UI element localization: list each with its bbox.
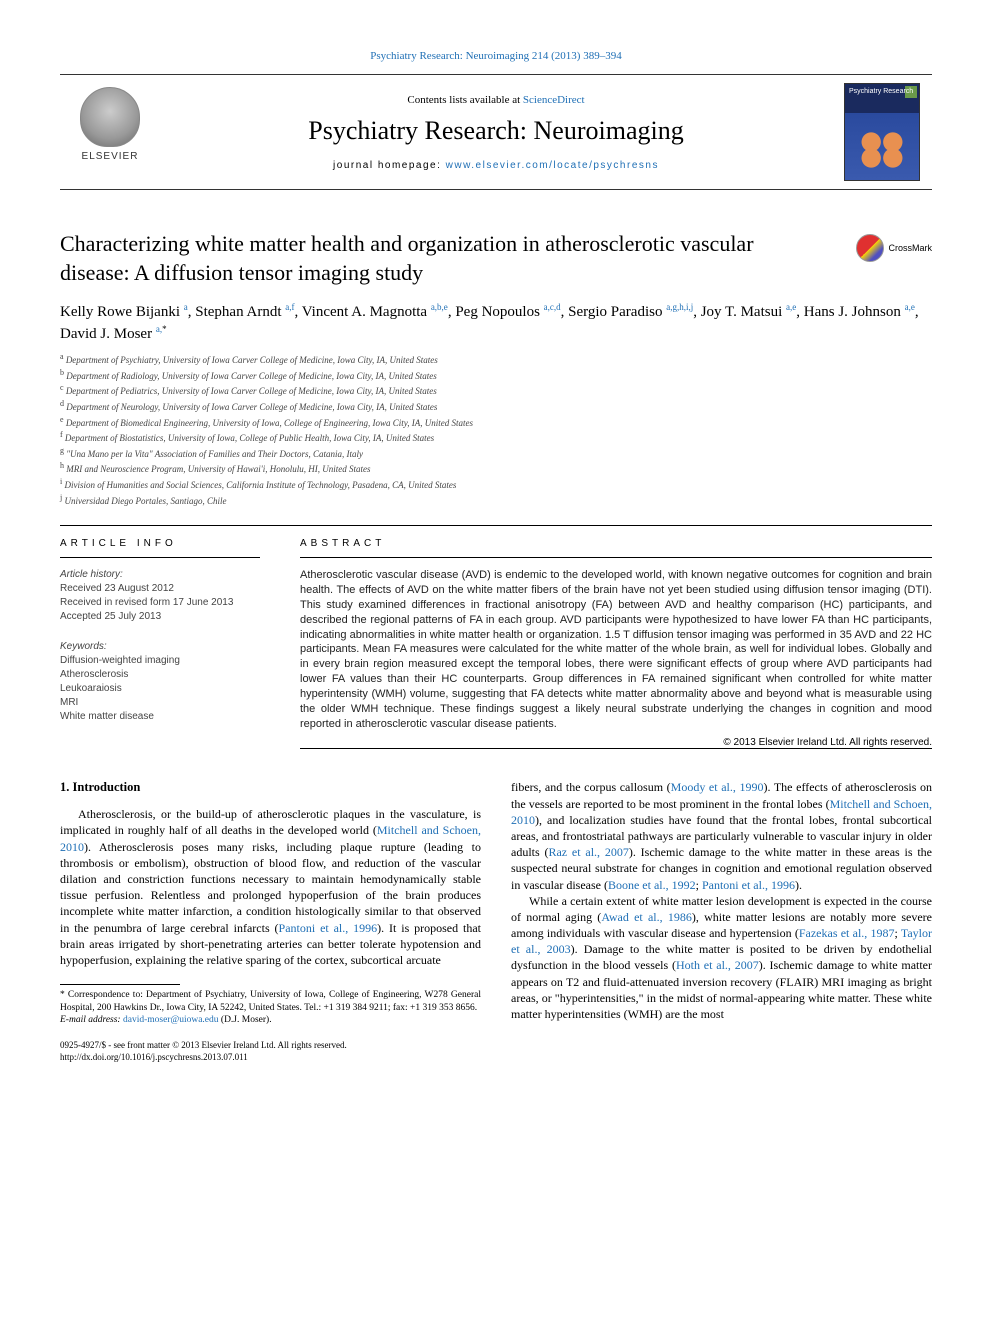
top-citation: Psychiatry Research: Neuroimaging 214 (2…	[60, 50, 932, 62]
citation-link[interactable]: Pantoni et al., 1996	[702, 878, 795, 892]
affil-sup[interactable]: a	[184, 302, 188, 312]
info-label: article info	[60, 526, 260, 558]
article-info: article info Article history: Received 2…	[60, 526, 260, 749]
publisher-logo-container: ELSEVIER	[60, 87, 160, 177]
affiliation: e Department of Biomedical Engineering, …	[60, 414, 932, 430]
elsevier-tree-icon	[80, 87, 140, 147]
header-center: Contents lists available at ScienceDirec…	[160, 94, 832, 171]
citation-link[interactable]: Psychiatry Research: Neuroimaging 214 (2…	[370, 50, 621, 62]
affiliation: d Department of Neurology, University of…	[60, 398, 932, 414]
author: Hans J. Johnson	[804, 304, 901, 320]
keyword: Diffusion-weighted imaging	[60, 654, 260, 668]
info-abstract-row: article info Article history: Received 2…	[60, 526, 932, 749]
elsevier-text: ELSEVIER	[82, 151, 139, 162]
contents-line: Contents lists available at ScienceDirec…	[160, 94, 832, 106]
journal-header: ELSEVIER Contents lists available at Sci…	[60, 74, 932, 190]
abstract-copyright: © 2013 Elsevier Ireland Ltd. All rights …	[300, 737, 932, 748]
author: Kelly Rowe Bijanki	[60, 304, 180, 320]
affiliation: j Universidad Diego Portales, Santiago, …	[60, 492, 932, 508]
correspondence-footnote: * Correspondence to: Department of Psych…	[60, 989, 481, 1026]
citation-link[interactable]: Fazekas et al., 1987	[799, 926, 895, 940]
affiliation: f Department of Biostatistics, Universit…	[60, 429, 932, 445]
journal-cover-container: Psychiatry Research	[832, 83, 932, 181]
affil-sup[interactable]: a,g,h,i,j	[666, 302, 693, 312]
citation-link[interactable]: Boone et al., 1992	[608, 878, 696, 892]
homepage-link[interactable]: www.elsevier.com/locate/psychresns	[446, 160, 659, 171]
citation-link[interactable]: Raz et al., 2007	[548, 845, 628, 859]
keyword: White matter disease	[60, 710, 260, 724]
cover-title: Psychiatry Research	[849, 88, 913, 95]
author: Stephan Arndt	[195, 304, 281, 320]
divider	[300, 748, 932, 749]
article-title: Characterizing white matter health and o…	[60, 230, 932, 287]
section-heading: 1. Introduction	[60, 779, 481, 796]
author: Joy T. Matsui	[701, 304, 783, 320]
affil-sup[interactable]: a,f	[285, 302, 294, 312]
affiliation: g "Una Mano per la Vita" Association of …	[60, 445, 932, 461]
citation-link[interactable]: Hoth et al., 2007	[676, 958, 759, 972]
keywords-label: Keywords:	[60, 640, 260, 654]
author: Sergio Paradiso	[568, 304, 662, 320]
authors-list: Kelly Rowe Bijanki a, Stephan Arndt a,f,…	[60, 301, 932, 345]
affiliation: c Department of Pediatrics, University o…	[60, 382, 932, 398]
accepted-date: Accepted 25 July 2013	[60, 610, 260, 624]
corresp-star[interactable]: *	[162, 324, 167, 334]
left-column: 1. Introduction Atherosclerosis, or the …	[60, 779, 481, 1063]
homepage-prefix: journal homepage:	[333, 160, 446, 171]
paragraph: fibers, and the corpus callosum (Moody e…	[511, 779, 932, 892]
affiliation: i Division of Humanities and Social Scie…	[60, 476, 932, 492]
email-suffix: (D.J. Moser).	[219, 1015, 272, 1025]
keyword: Atherosclerosis	[60, 668, 260, 682]
affil-sup[interactable]: a,b,e	[431, 302, 448, 312]
email-label: E-mail address:	[60, 1015, 123, 1025]
citation-link[interactable]: Moody et al., 1990	[671, 780, 764, 794]
affiliation: h MRI and Neuroscience Program, Universi…	[60, 460, 932, 476]
keyword: Leukoaraiosis	[60, 682, 260, 696]
revised-date: Received in revised form 17 June 2013	[60, 596, 260, 610]
author: Peg Nopoulos	[455, 304, 540, 320]
citation-link[interactable]: Pantoni et al., 1996	[279, 921, 378, 935]
paragraph: Atherosclerosis, or the build-up of athe…	[60, 806, 481, 968]
history-label: Article history:	[60, 568, 260, 582]
contents-prefix: Contents lists available at	[407, 94, 522, 106]
abstract-label: abstract	[300, 526, 932, 558]
right-column: fibers, and the corpus callosum (Moody e…	[511, 779, 932, 1063]
affiliation: b Department of Radiology, University of…	[60, 367, 932, 383]
elsevier-logo[interactable]: ELSEVIER	[70, 87, 150, 177]
received-date: Received 23 August 2012	[60, 582, 260, 596]
journal-cover-icon[interactable]: Psychiatry Research	[844, 83, 920, 181]
journal-name: Psychiatry Research: Neuroimaging	[160, 116, 832, 146]
issn-line: 0925-4927/$ - see front matter © 2013 El…	[60, 1040, 481, 1052]
affiliation: a Department of Psychiatry, University o…	[60, 351, 932, 367]
footer-meta: 0925-4927/$ - see front matter © 2013 El…	[60, 1040, 481, 1063]
title-block: CrossMark Characterizing white matter he…	[60, 230, 932, 507]
citation-link[interactable]: Awad et al., 1986	[601, 910, 692, 924]
email-link[interactable]: david-moser@uiowa.edu	[123, 1015, 219, 1025]
crossmark-text: CrossMark	[888, 243, 932, 253]
abstract-text: Atherosclerotic vascular disease (AVD) i…	[300, 558, 932, 731]
crossmark-icon	[856, 234, 884, 262]
sciencedirect-link[interactable]: ScienceDirect	[523, 94, 585, 106]
footnote-divider	[60, 984, 180, 985]
homepage-line: journal homepage: www.elsevier.com/locat…	[160, 160, 832, 171]
affil-sup[interactable]: a,c,d	[544, 302, 561, 312]
affil-sup[interactable]: a,e	[786, 302, 796, 312]
affil-sup[interactable]: a,e	[905, 302, 915, 312]
body-columns: 1. Introduction Atherosclerosis, or the …	[60, 779, 932, 1063]
crossmark-badge[interactable]: CrossMark	[856, 234, 932, 262]
doi-line: http://dx.doi.org/10.1016/j.pscychresns.…	[60, 1052, 481, 1064]
abstract: abstract Atherosclerotic vascular diseas…	[300, 526, 932, 749]
paragraph: While a certain extent of white matter l…	[511, 893, 932, 1023]
author: Vincent A. Magnotta	[302, 304, 427, 320]
corr-text: * Correspondence to: Department of Psych…	[60, 989, 481, 1014]
keyword: MRI	[60, 696, 260, 710]
author: David J. Moser	[60, 326, 152, 342]
affiliations: a Department of Psychiatry, University o…	[60, 351, 932, 507]
